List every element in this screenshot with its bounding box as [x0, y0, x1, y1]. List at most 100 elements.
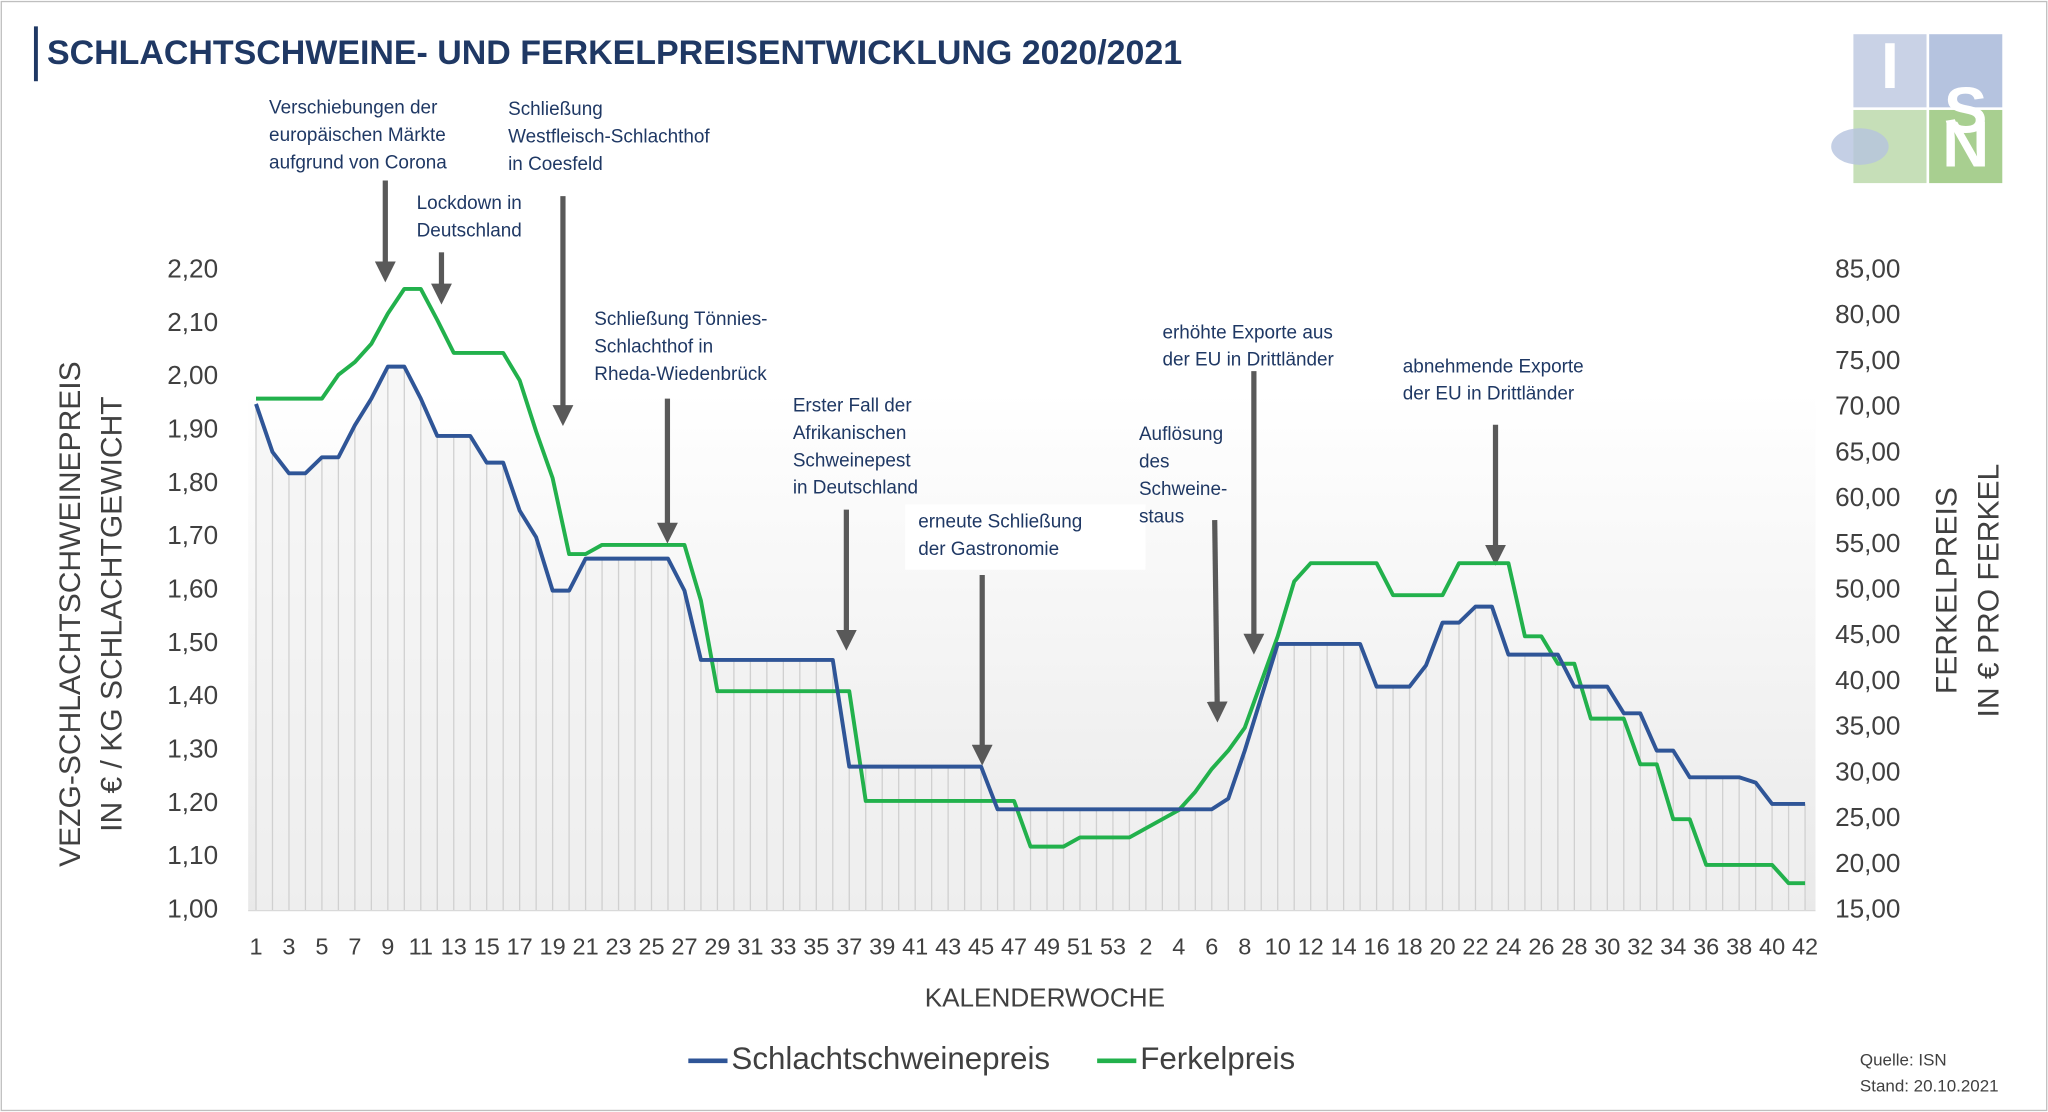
annotation-text: Verschiebungen der: [269, 98, 437, 119]
y-tick-label: 1,10: [167, 840, 218, 870]
annotation-text: in Deutschland: [793, 478, 918, 499]
x-tick-label: 31: [737, 934, 763, 960]
x-tick-label: 25: [638, 934, 664, 960]
y-tick-label: 1,00: [167, 894, 218, 924]
y2-axis-label: IN € PRO FERKEL: [1972, 464, 2005, 718]
y2-tick-label: 20,00: [1835, 848, 1900, 878]
x-tick-label: 4: [1172, 934, 1185, 960]
annotation-text: Rheda-Wiedenbrück: [594, 364, 767, 385]
x-tick-label: 23: [605, 934, 631, 960]
x-tick-label: 34: [1660, 934, 1686, 960]
y-tick-label: 1,40: [167, 680, 218, 710]
y2-tick-label: 55,00: [1835, 528, 1900, 558]
x-tick-label: 28: [1561, 934, 1587, 960]
x-tick-label: 17: [507, 934, 533, 960]
series-line: [255, 286, 1806, 886]
x-tick-label: 10: [1265, 934, 1291, 960]
x-tick-label: 19: [540, 934, 566, 960]
annotation-text: Schweinepest: [793, 450, 912, 471]
x-tick-label: 1: [249, 934, 262, 960]
x-tick-label: 33: [770, 934, 796, 960]
y2-tick-label: 35,00: [1835, 711, 1900, 741]
x-tick-label: 35: [803, 934, 829, 960]
annotation-text: erhöhte Exporte aus: [1162, 322, 1332, 343]
y2-axis-label: FERKELPREIS: [1931, 487, 1964, 694]
annotation-text: Westfleisch-Schlachthof: [508, 126, 710, 147]
x-tick-label: 12: [1298, 934, 1324, 960]
x-tick-label: 11: [409, 934, 433, 960]
y-tick-label: 1,80: [167, 467, 218, 497]
y-tick-label: 1,60: [167, 574, 218, 604]
x-tick-label: 51: [1067, 934, 1093, 960]
chart-title: SCHLACHTSCHWEINE- UND FERKELPREISENTWICK…: [47, 34, 1182, 72]
x-tick-label: 20: [1429, 934, 1455, 960]
y-tick-label: 2,00: [167, 360, 218, 390]
area: [256, 366, 1806, 911]
source: Stand: 20.10.2021: [1860, 1076, 1999, 1095]
y-tick-label: 2,20: [167, 254, 218, 284]
logo: [1831, 34, 2003, 184]
x-tick-label: 36: [1693, 934, 1719, 960]
annotation-text: erneute Schließung: [918, 512, 1082, 533]
y2-tick-label: 50,00: [1835, 574, 1900, 604]
x-tick-label: 42: [1792, 934, 1818, 960]
x-tick-label: 39: [869, 934, 895, 960]
title-bar: [33, 26, 38, 82]
annotation-text: Erster Fall der: [793, 395, 912, 416]
annotation-text: Auflösung: [1139, 424, 1223, 445]
x-tick-label: 45: [968, 934, 994, 960]
annotation-text: Schlachthof in: [594, 337, 713, 358]
x-tick-label: 5: [315, 934, 328, 960]
y-tick-label: 1,50: [167, 627, 218, 657]
x-tick-label: 49: [1034, 934, 1060, 960]
source: Quelle: ISN: [1860, 1050, 1947, 1069]
logo-tile: [1929, 34, 2003, 108]
x-tick-label: 7: [348, 934, 361, 960]
x-tick-label: 53: [1100, 934, 1126, 960]
y-tick-label: 1,90: [167, 414, 218, 444]
annotation-text: abnehmende Exporte: [1403, 356, 1584, 377]
y2-tick-label: 25,00: [1835, 802, 1900, 832]
x-tick-label: 26: [1528, 934, 1554, 960]
y2-tick-label: 75,00: [1835, 345, 1900, 375]
annotation-text: Schließung: [508, 99, 603, 120]
x-tick-label: 2: [1139, 934, 1152, 960]
x-tick-label: 13: [441, 934, 467, 960]
y-axis-label: IN € / KG SCHLACHTGEWICHT: [96, 396, 129, 832]
annotation-box: [905, 504, 1146, 570]
logo-letter: I: [1881, 29, 1899, 102]
y2-tick-label: 60,00: [1835, 482, 1900, 512]
y2-tick-label: 85,00: [1835, 254, 1900, 284]
x-tick-label: 6: [1205, 934, 1218, 960]
x-tick-label: 8: [1238, 934, 1251, 960]
x-tick-label: 9: [381, 934, 394, 960]
annotation-text: Afrikanischen: [793, 423, 907, 444]
x-tick-label: 40: [1759, 934, 1785, 960]
x-tick-label: 38: [1726, 934, 1752, 960]
x-axis-label: KALENDERWOCHE: [925, 982, 1165, 1012]
x-tick-label: 30: [1594, 934, 1620, 960]
y2-tick-label: 70,00: [1835, 391, 1900, 421]
y2-tick-label: 80,00: [1835, 299, 1900, 329]
y-tick-label: 2,10: [167, 307, 218, 337]
x-tick-label: 15: [474, 934, 500, 960]
annotation-text: in Coesfeld: [508, 154, 603, 175]
x-tick-label: 29: [704, 934, 730, 960]
x-tick-label: 24: [1495, 934, 1521, 960]
x-tick-label: 32: [1627, 934, 1653, 960]
y2-tick-label: 65,00: [1835, 436, 1900, 466]
x-tick-label: 47: [1001, 934, 1027, 960]
legend-label: Ferkelpreis: [1140, 1041, 1295, 1076]
legend-label: Schlachtschweinepreis: [731, 1041, 1050, 1076]
x-tick-label: 37: [836, 934, 862, 960]
annotations: Verschiebungen der europäischen Märkte auf…: [269, 98, 1584, 766]
annotation-text: der EU in Drittländer: [1162, 350, 1333, 371]
x-tick-label: 14: [1331, 934, 1357, 960]
y2-tick-label: 45,00: [1835, 619, 1900, 649]
y-axis-label: VEZG-SCHLACHTSCHWEINEPREIS: [54, 361, 87, 867]
x-tick-label: 41: [902, 934, 928, 960]
x-tick-label: 16: [1364, 934, 1390, 960]
x-tick-label: 43: [935, 934, 961, 960]
